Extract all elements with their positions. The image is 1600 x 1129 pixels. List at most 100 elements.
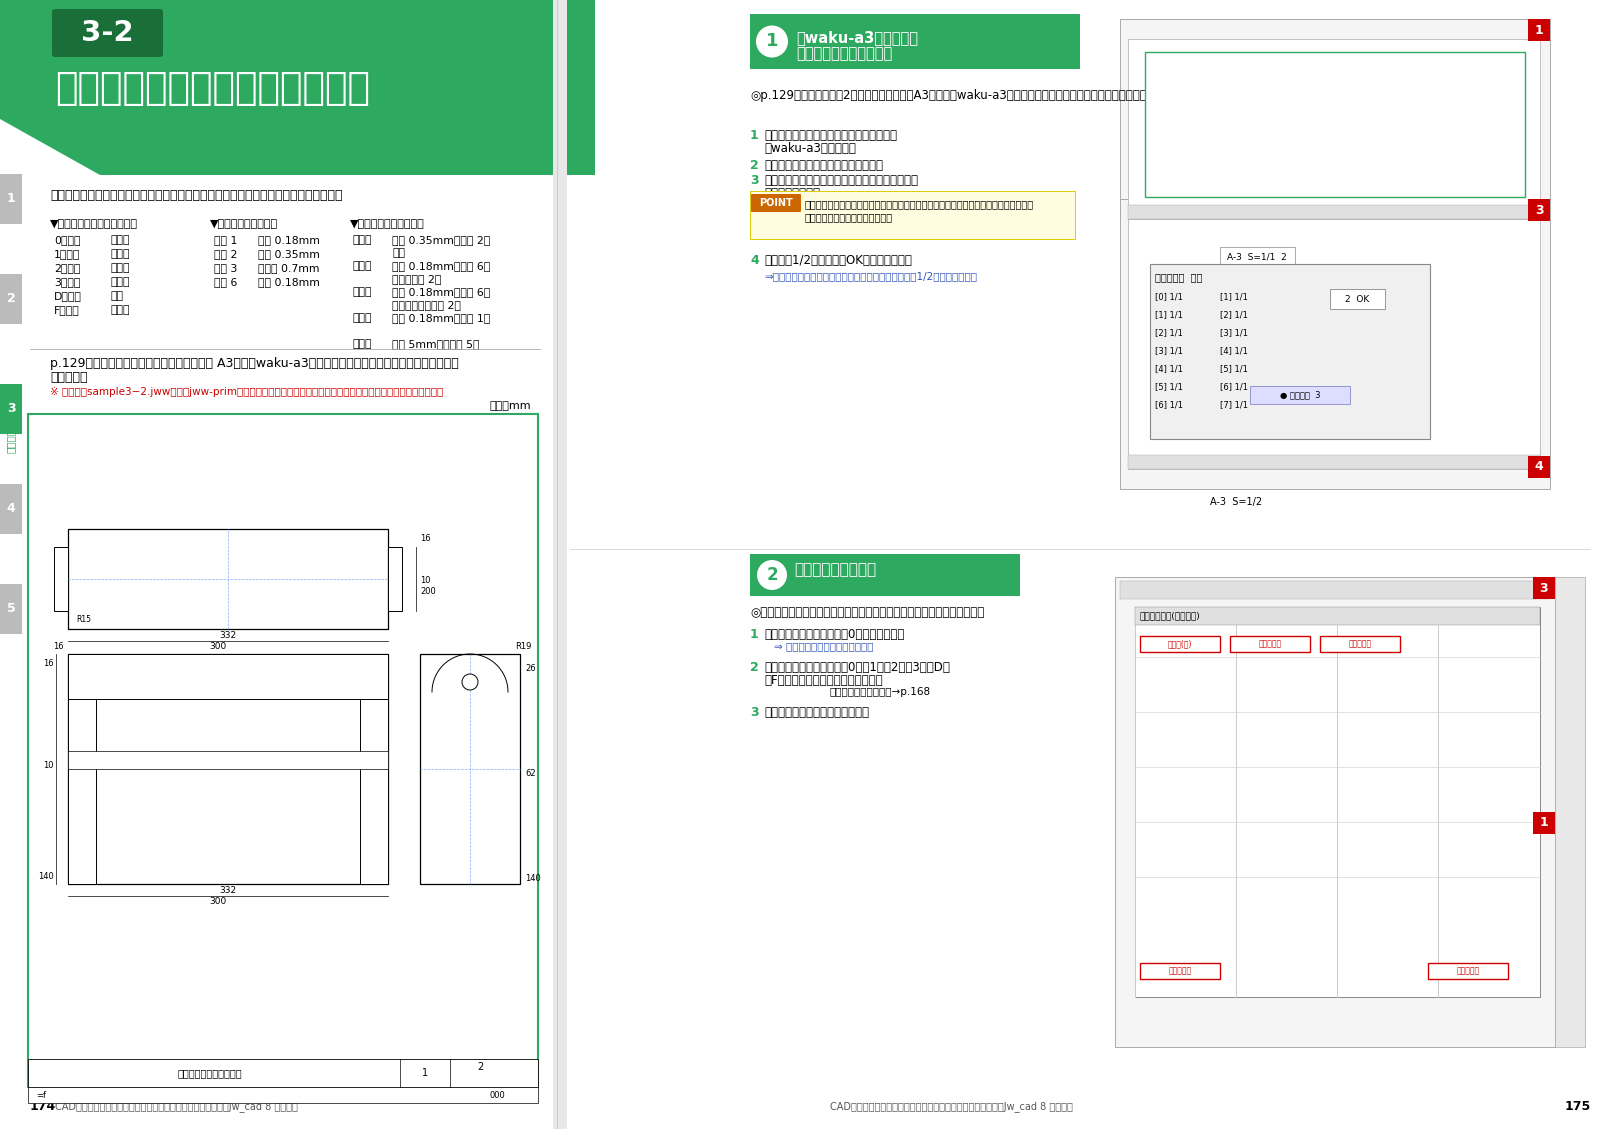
Text: 2レイヤ: 2レイヤ [54,263,80,273]
Text: POINT: POINT [758,198,794,208]
Text: 4: 4 [1534,461,1544,473]
Bar [67,530,387,629]
Text: 26: 26 [525,664,536,673]
Text: 線色 2: 線色 2 [214,250,237,259]
Bar [360,654,387,884]
Bar [29,1087,538,1103]
Bar [387,546,402,611]
Text: 細線 0.18mm: 細線 0.18mm [258,235,320,245]
Text: 極太線 0.7mm: 極太線 0.7mm [258,263,320,273]
Bar [29,1059,538,1087]
Text: 4: 4 [750,254,758,266]
Circle shape [462,674,478,690]
Text: 「縮尺・読取　設定」ダイアログの「図寸固定」: 「縮尺・読取 設定」ダイアログの「図寸固定」 [765,174,918,187]
Text: ステータスバー「縮尺」ボタンを回。: ステータスバー「縮尺」ボタンを回。 [765,159,883,172]
Text: 3レイヤ: 3レイヤ [54,277,80,287]
Text: 3: 3 [750,174,758,187]
Text: 140: 140 [38,872,54,881]
Bar [1128,40,1539,219]
Text: 太線 0.35mm（線色 2）: 太線 0.35mm（線色 2） [392,235,490,245]
Bar [0,584,22,634]
Bar [67,654,387,699]
Text: ▼使用するレイヤとレイヤ名: ▼使用するレイヤとレイヤ名 [50,219,138,229]
Text: 10: 10 [419,576,430,585]
Text: 174: 174 [30,1101,56,1113]
Bar [1528,456,1550,478]
Text: 「図寸固定」を選択することで、作図済みの要素の用紙に対する大きさ（図寸）を固定: 「図寸固定」を選択することで、作図済みの要素の用紙に対する大きさ（図寸）を固定 [805,199,1034,209]
Text: 実線: 実線 [392,248,405,259]
Text: レイヤ一覧　(グルーブ): レイヤ一覧 (グルーブ) [1139,612,1200,621]
Text: [1] 1/1: [1] 1/1 [1221,292,1248,301]
Text: 破線（点線 2）: 破線（点線 2） [392,274,442,285]
Text: 寸法線: 寸法線 [352,313,371,323]
Text: 尺度を１：２に変更する: 尺度を１：２に変更する [797,46,893,61]
Text: 中心線: 中心線 [352,287,371,297]
Text: [3] 1/1: [3] 1/1 [1155,345,1182,355]
Text: 2: 2 [766,566,778,584]
Bar [67,654,387,884]
Bar [1221,247,1294,266]
Text: 外形線補助: 外形線補助 [1349,639,1371,648]
Text: レイヤ一覧ウィンドウを閉じる。: レイヤ一覧ウィンドウを閉じる。 [765,706,869,719]
Bar [554,0,566,1129]
Text: 140: 140 [525,874,541,883]
Bar [1134,607,1539,997]
Bar [1150,264,1430,439]
Bar [1533,577,1555,599]
Text: CADを使って機械や木工や製品の図面をかきたい人のための　Jw_cad 8 製図入門: CADを使って機械や木工や製品の図面をかきたい人のための Jw_cad 8 製図… [830,1102,1074,1112]
Text: [5] 1/1: [5] 1/1 [1155,382,1182,391]
Bar [0,174,22,224]
Text: Fレイヤ: Fレイヤ [54,305,80,315]
Text: [6] 1/1: [6] 1/1 [1221,382,1248,391]
Text: 線色 3: 線色 3 [214,263,237,273]
Text: 3: 3 [1539,581,1549,595]
Bar [1230,636,1310,653]
FancyBboxPatch shape [750,194,802,212]
Text: [2] 1/1: [2] 1/1 [1221,310,1248,320]
Bar [1128,205,1539,219]
Bar [1115,577,1555,1047]
Bar [1555,577,1586,1047]
Text: 1: 1 [766,33,778,51]
Text: 1: 1 [6,193,16,205]
Text: [7] 1/1: [7] 1/1 [1221,400,1248,409]
Text: 5: 5 [6,603,16,615]
Text: 「F」レイヤにレイヤ名を設定する。: 「F」レイヤにレイヤ名を設定する。 [765,674,883,688]
Text: ▼使用する線色と太さ: ▼使用する線色と太さ [210,219,278,229]
Text: 線色 6: 線色 6 [214,277,237,287]
Text: R15: R15 [77,615,91,624]
Text: 「waku-a3」を開き、: 「waku-a3」を開き、 [797,30,918,45]
Bar [1250,386,1350,404]
Text: ▼線色と線種の使い分け: ▼線色と線種の使い分け [350,219,424,229]
Bar [750,554,1021,596]
Text: 図面枠補助: 図面枠補助 [1168,966,1192,975]
Text: 図面枚: 図面枚 [110,235,130,245]
Text: 太線 0.35mm: 太線 0.35mm [258,250,320,259]
Text: 1: 1 [1534,24,1544,36]
Text: レイヤーで書込レイヤの「0」レイヤを回。: レイヤーで書込レイヤの「0」レイヤを回。 [765,628,904,641]
Text: 細線 0.18mm: 細線 0.18mm [258,277,320,287]
Text: 外形線: 外形線 [352,235,371,245]
Bar [1533,812,1555,834]
Text: 縮尺を「1/2」にし、「OK」ボタンを回。: 縮尺を「1/2」にし、「OK」ボタンを回。 [765,254,912,266]
Text: 補助線: 補助線 [110,305,130,315]
Text: 2: 2 [750,660,758,674]
Bar [0,0,560,1129]
Text: 1: 1 [750,628,758,641]
Text: 寸法値: 寸法値 [352,339,371,349]
Bar [0,274,22,324]
Text: ● 図寸固定  3: ● 図寸固定 3 [1280,391,1320,400]
Text: 「waku-a3」を開く。: 「waku-a3」を開く。 [765,142,856,155]
Text: 単位：mm: 単位：mm [490,401,531,411]
Text: p.129「自主作図課題２」で作図・保存した A3図面「waku-a3」を開き、尺度を１：２として下図を作図し: p.129「自主作図課題２」で作図・保存した A3図面「waku-a3」を開き、… [50,357,459,370]
Text: 62: 62 [525,769,536,778]
Text: [6] 1/1: [6] 1/1 [1155,400,1182,409]
Circle shape [757,560,787,590]
Text: 3: 3 [1534,203,1544,217]
Text: =f: =f [35,1091,46,1100]
Bar [1139,963,1221,979]
Text: 一点鎖線（一点鎖 2）: 一点鎖線（一点鎖 2） [392,300,461,310]
Text: ペットテーブル　三面図: ペットテーブル 三面図 [178,1068,242,1078]
Text: 基準線補助: 基準線補助 [1259,639,1282,648]
Bar [1120,199,1550,489]
